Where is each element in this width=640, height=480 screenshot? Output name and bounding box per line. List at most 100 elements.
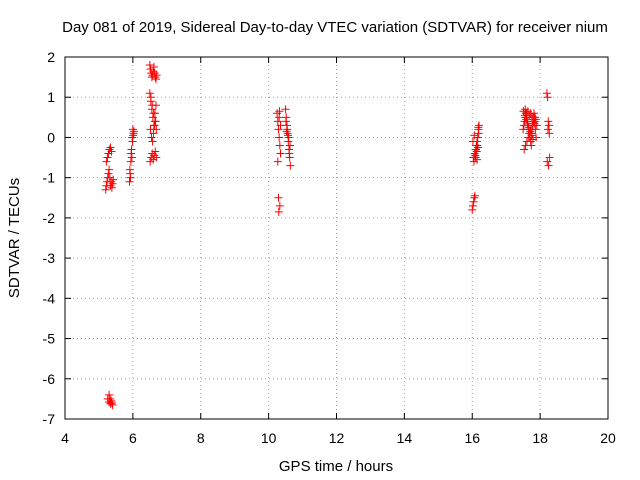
data-point-0-127 — [473, 155, 482, 164]
data-point-0-9 — [107, 183, 116, 192]
data-point-0-11 — [109, 175, 118, 184]
data-point-0-34 — [127, 149, 136, 158]
data-point-0-75 — [152, 125, 161, 134]
data-point-0-96 — [286, 161, 295, 170]
data-point-0-8 — [107, 177, 116, 186]
data-point-0-40 — [145, 61, 154, 70]
y-tick-label-0: 2 — [47, 49, 55, 65]
x-tick-label-6: 16 — [464, 430, 480, 446]
data-point-0-181 — [543, 157, 552, 166]
data-point-0-166 — [528, 121, 537, 130]
data-point-0-99 — [284, 133, 293, 142]
data-point-0-175 — [529, 115, 538, 124]
data-point-0-173 — [526, 109, 535, 118]
data-point-0-23 — [103, 394, 112, 403]
data-point-0-164 — [525, 129, 534, 138]
x-axis-label: GPS time / hours — [279, 458, 393, 475]
data-point-0-163 — [524, 133, 533, 142]
data-point-0-24 — [105, 398, 114, 407]
x-tick-label-4: 12 — [329, 430, 345, 446]
data-point-0-79 — [275, 133, 284, 142]
data-point-0-104 — [468, 205, 477, 214]
data-point-0-72 — [148, 101, 157, 110]
data-point-0-80 — [275, 141, 284, 150]
data-point-0-161 — [521, 141, 530, 150]
data-point-0-87 — [274, 207, 283, 216]
data-point-0-89 — [281, 105, 290, 114]
x-tick-label-2: 8 — [197, 430, 205, 446]
data-point-0-174 — [527, 113, 536, 122]
data-point-0-98 — [283, 125, 292, 134]
data-point-0-4 — [104, 169, 113, 178]
data-point-0-81 — [276, 149, 285, 158]
data-point-0-68 — [150, 151, 159, 160]
data-point-0-179 — [544, 121, 553, 130]
y-axis-label: SDTVAR / TECUs — [6, 178, 23, 298]
data-point-0-74 — [150, 117, 159, 126]
data-point-0-60 — [148, 137, 157, 146]
data-point-0-165 — [526, 125, 535, 134]
data-point-0-105 — [468, 201, 477, 210]
data-point-0-59 — [147, 133, 156, 142]
data-point-0-28 — [126, 157, 135, 166]
data-point-0-128 — [474, 123, 483, 132]
data-point-0-33 — [125, 165, 134, 174]
y-tick-label-1: 1 — [47, 89, 55, 105]
data-point-0-118 — [473, 141, 482, 150]
data-point-0-184 — [545, 129, 554, 138]
y-tick-label-7: -5 — [43, 331, 56, 347]
data-point-0-46 — [149, 63, 158, 72]
data-point-0-54 — [148, 113, 157, 122]
data-point-0-103 — [285, 149, 294, 158]
data-point-0-117 — [471, 145, 480, 154]
data-point-0-12 — [102, 157, 111, 166]
data-point-0-162 — [522, 137, 531, 146]
x-tick-label-1: 6 — [129, 430, 137, 446]
data-point-0-17 — [107, 147, 116, 156]
data-point-0-125 — [470, 131, 479, 140]
y-tick-label-8: -6 — [43, 371, 56, 387]
data-point-0-153 — [523, 119, 532, 128]
y-tick-label-5: -3 — [43, 250, 56, 266]
x-tick-label-8: 20 — [600, 430, 616, 446]
data-point-0-102 — [283, 131, 292, 140]
data-point-0-39 — [129, 131, 138, 140]
data-point-0-38 — [127, 153, 136, 162]
data-point-0-176 — [542, 89, 551, 98]
data-point-0-124 — [468, 137, 477, 146]
x-tick-label-5: 14 — [397, 430, 413, 446]
data-point-0-123 — [474, 143, 483, 152]
y-tick-label-9: -7 — [43, 411, 56, 427]
data-point-0-5 — [105, 165, 114, 174]
data-point-0-112 — [473, 133, 482, 142]
y-tick-label-6: -4 — [43, 290, 56, 306]
data-point-0-177 — [543, 93, 552, 102]
data-point-0-122 — [472, 147, 481, 156]
data-point-0-51 — [145, 89, 154, 98]
data-point-0-158 — [530, 119, 539, 128]
data-point-0-6 — [105, 173, 114, 182]
data-point-0-78 — [274, 125, 283, 134]
data-point-0-18 — [105, 390, 114, 399]
data-point-0-26 — [125, 177, 134, 186]
data-point-0-77 — [273, 117, 282, 126]
data-point-0-160 — [520, 145, 529, 154]
data-point-0-36 — [129, 127, 138, 136]
data-point-0-108 — [470, 191, 479, 200]
data-point-0-88 — [275, 107, 284, 116]
data-point-0-73 — [149, 109, 158, 118]
data-point-0-25 — [106, 399, 115, 408]
plot-frame — [64, 56, 609, 420]
data-point-0-61 — [149, 129, 158, 138]
data-point-0-106 — [469, 197, 478, 206]
data-point-0-107 — [470, 193, 479, 202]
x-tick-label-7: 18 — [532, 430, 548, 446]
data-point-0-182 — [544, 161, 553, 170]
data-point-0-178 — [544, 117, 553, 126]
data-point-0-157 — [528, 135, 537, 144]
data-point-0-7 — [106, 181, 115, 190]
data-point-0-35 — [128, 137, 137, 146]
data-point-0-45 — [149, 67, 158, 76]
